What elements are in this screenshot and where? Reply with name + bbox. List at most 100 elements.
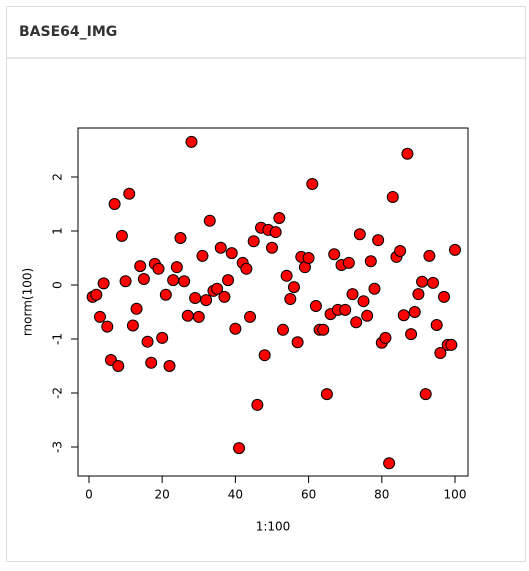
point [302,251,315,264]
panel-title: BASE64_IMG [7,7,525,59]
point [416,275,429,288]
y-tick-label: -1 [51,333,65,345]
point [328,248,341,261]
x-tick-label: 60 [301,488,316,502]
point [357,295,370,308]
point [346,288,359,301]
point [339,303,352,316]
x-tick-label: 0 [85,488,93,502]
point [401,147,414,160]
point [112,359,125,372]
point [225,247,238,260]
point [449,243,462,256]
point [97,277,110,290]
point [438,290,451,303]
point [405,328,418,341]
point [240,262,253,275]
point [273,212,286,225]
point [372,234,385,247]
point [137,273,150,286]
point [276,323,289,336]
point [247,235,260,248]
point [229,322,242,335]
point [192,310,205,323]
point [200,294,213,307]
point [265,241,278,254]
point [196,249,209,262]
point [394,244,407,257]
x-tick-label: 20 [155,488,170,502]
point [419,388,432,401]
point [134,260,147,273]
point [287,281,300,294]
point [101,320,114,333]
point [159,288,172,301]
point [174,232,187,245]
point [423,249,436,262]
y-tick-label: -3 [51,441,65,453]
point [145,356,158,369]
point [222,274,235,287]
point [427,276,440,289]
point [430,318,443,331]
point [130,302,143,315]
x-axis-label: 1:100 [256,520,291,534]
point [181,309,194,322]
point [309,300,322,313]
point [350,316,363,329]
point [203,214,216,227]
point [178,275,191,288]
point [108,197,121,210]
point [141,335,154,348]
point [353,228,366,241]
point [342,256,355,269]
point [126,319,139,332]
point [364,255,377,268]
point [379,331,392,344]
point [434,347,447,360]
x-tick-label: 40 [228,488,243,502]
point [119,275,132,288]
point [163,359,176,372]
point [412,288,425,301]
point [90,288,103,301]
point [189,291,202,304]
y-tick-label: 2 [51,173,65,181]
point [233,442,246,455]
plot-box [77,127,469,477]
point [291,336,304,349]
y-tick-label: 0 [51,281,65,289]
point [368,282,381,295]
x-tick-label: 80 [374,488,389,502]
point [397,309,410,322]
point [317,323,330,336]
point [211,282,224,295]
point [244,310,257,323]
point [386,190,399,203]
point [152,262,165,275]
y-tick-label: -2 [51,387,65,399]
point [383,457,396,470]
panel: BASE64_IMG [6,6,526,562]
point [214,241,227,254]
point [445,338,458,351]
y-axis-label: rnorm(100) [21,268,35,336]
point [218,290,231,303]
point [185,135,198,148]
point [251,398,264,411]
point [115,229,128,242]
point [170,261,183,274]
point [123,187,136,200]
y-tick-label: 1 [51,227,65,235]
point [408,305,421,318]
point [269,226,282,239]
point [280,269,293,282]
point [361,309,374,322]
point [167,274,180,287]
point [284,293,297,306]
x-tick-label: 100 [444,488,467,502]
point [258,349,271,362]
point [93,310,106,323]
